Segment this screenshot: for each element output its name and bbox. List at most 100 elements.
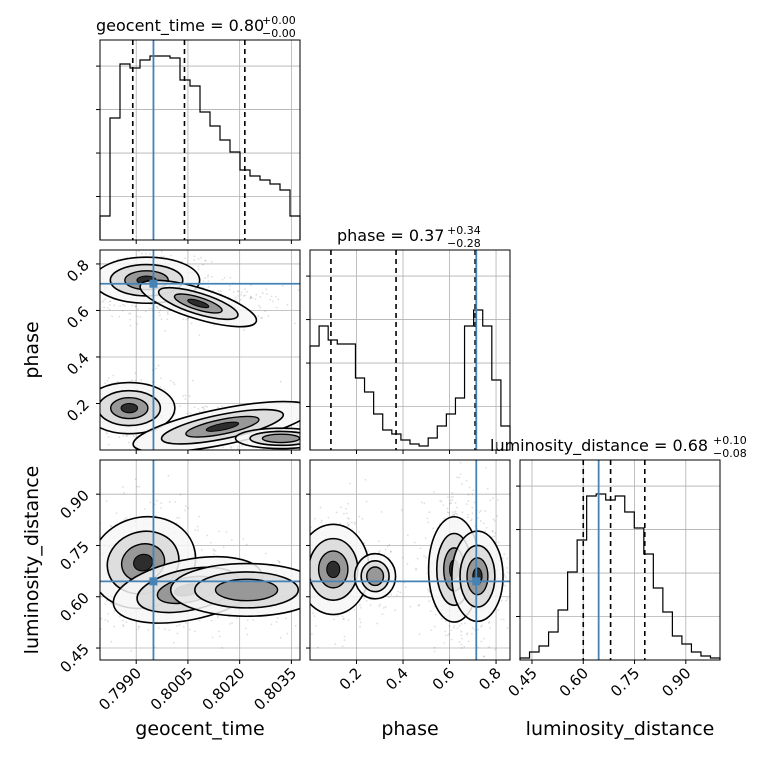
- panel-geocent-time-vs-luminosity-distance-tick-label-x: 0.8005: [147, 664, 197, 714]
- panel-phase-vs-luminosity-distance-sample-point: [335, 511, 338, 514]
- panel-geocent-time-vs-phase-sample-point: [301, 438, 303, 440]
- panel-phase-vs-luminosity-distance-sample-point: [395, 594, 398, 597]
- panel-geocent-time-vs-phase-sample-point: [292, 450, 294, 452]
- panel-phase-vs-luminosity-distance-sample-point: [488, 621, 491, 623]
- panel-geocent-time-vs-phase-sample-point: [178, 241, 180, 243]
- panel-geocent-time-vs-phase-sample-point: [281, 285, 284, 288]
- panel-phase-vs-luminosity-distance-sample-point: [303, 564, 305, 566]
- panel-phase-vs-luminosity-distance-sample-point: [306, 570, 308, 572]
- panel-geocent-time-vs-phase-sample-point: [170, 254, 172, 257]
- panel-phase-vs-luminosity-distance-sample-point: [327, 516, 330, 519]
- panel-phase-vs-luminosity-distance-sample-point: [295, 522, 297, 524]
- panel-geocent-time-vs-phase-sample-point: [198, 334, 201, 336]
- panel-phase-vs-luminosity-distance-content: [295, 460, 519, 660]
- panel-phase-vs-luminosity-distance-sample-point: [466, 516, 469, 519]
- panel-geocent-time-vs-luminosity-distance-sample-point: [218, 530, 220, 533]
- panel-geocent-time-vs-phase-sample-point: [136, 308, 139, 311]
- panel-geocent-time-vs-phase-sample-point: [90, 276, 92, 278]
- panel-phase-vs-luminosity-distance-sample-point: [466, 513, 469, 516]
- panel-geocent-time-vs-phase-sample-point: [275, 295, 277, 298]
- panel-geocent-time-vs-phase-sample-point: [140, 379, 143, 381]
- panel-geocent-time-vs-luminosity-distance-tick-label-y: 0.75: [56, 538, 92, 574]
- panel-geocent-time-vs-phase-sample-point: [108, 300, 111, 303]
- panel-geocent-time-vs-phase-sample-point: [211, 453, 213, 455]
- panel-geocent-time-vs-phase-sample-point: [168, 243, 170, 245]
- panel-phase-vs-luminosity-distance-sample-point: [503, 575, 506, 577]
- hist-luminosity-distance-tick-label-x: 0.45: [504, 664, 540, 700]
- panel-geocent-time-vs-luminosity-distance-tick-label-x: 0.8020: [199, 664, 249, 714]
- panel-geocent-time-vs-phase-sample-point: [217, 289, 220, 292]
- panel-geocent-time-vs-phase-sample-point: [159, 314, 161, 317]
- panel-phase-vs-luminosity-distance-sample-point: [485, 466, 487, 469]
- panel-geocent-time-vs-phase-sample-point: [121, 303, 124, 306]
- panel-geocent-time-vs-phase-sample-point: [307, 444, 309, 446]
- panel-phase-vs-luminosity-distance-sample-point: [461, 483, 463, 485]
- panel-phase-vs-luminosity-distance-sample-point: [443, 642, 446, 644]
- panel-phase-vs-luminosity-distance-sample-point: [450, 496, 453, 498]
- panel-geocent-time-vs-phase-sample-point: [184, 257, 186, 260]
- panel-phase-vs-luminosity-distance-sample-point: [301, 533, 303, 535]
- panel-geocent-time-vs-luminosity-distance-sample-point: [304, 585, 306, 587]
- panel-geocent-time-vs-phase-sample-point: [293, 322, 296, 325]
- panel-geocent-time-vs-phase-sample-point: [217, 454, 219, 456]
- panel-phase-vs-luminosity-distance-sample-point: [349, 482, 351, 485]
- panel-geocent-time-vs-phase-sample-point: [323, 431, 325, 433]
- panel-geocent-time-vs-phase-contour: [261, 433, 300, 444]
- panel-phase-vs-luminosity-distance-sample-point: [487, 622, 490, 624]
- panel-geocent-time-vs-phase-sample-point: [229, 285, 231, 287]
- panel-geocent-time-vs-phase-sample-point: [237, 294, 240, 297]
- panel-phase-vs-luminosity-distance-sample-point: [307, 602, 309, 604]
- panel-geocent-time-vs-phase-sample-point: [193, 255, 196, 258]
- panel-geocent-time-vs-phase-sample-point: [92, 281, 94, 283]
- panel-geocent-time-vs-phase-sample-point: [191, 379, 194, 382]
- panel-phase-vs-luminosity-distance-sample-point: [346, 521, 349, 524]
- panel-geocent-time-vs-phase-sample-point: [202, 280, 205, 282]
- panel-geocent-time-vs-luminosity-distance-sample-point: [91, 523, 93, 525]
- panel-geocent-time-vs-phase-sample-point: [300, 302, 302, 304]
- panel-geocent-time-vs-phase-sample-point: [313, 437, 315, 439]
- hist-luminosity-distance-step: [519, 493, 721, 660]
- panel-geocent-time-vs-luminosity-distance-sample-point: [149, 501, 152, 504]
- panel-geocent-time-vs-phase-sample-point: [121, 309, 124, 312]
- panel-phase-vs-luminosity-distance-sample-point: [347, 502, 350, 505]
- panel-phase-vs-luminosity-distance-sample-point: [456, 476, 459, 479]
- panel-phase-vs-luminosity-distance-sample-point: [505, 599, 508, 602]
- panel-geocent-time-vs-phase-sample-point: [90, 286, 92, 288]
- panel-geocent-time-vs-phase-sample-point: [311, 431, 313, 433]
- panel-geocent-time-vs-luminosity-distance-sample-point: [93, 569, 95, 571]
- panel-geocent-time-vs-phase-sample-point: [93, 425, 95, 427]
- panel-geocent-time-vs-phase-sample-point: [135, 305, 137, 308]
- panel-phase-vs-luminosity-distance-sample-point: [517, 587, 519, 589]
- panel-phase-vs-luminosity-distance-sample-point: [397, 590, 399, 593]
- panel-geocent-time-vs-luminosity-distance-sample-point: [82, 571, 84, 573]
- panel-phase-vs-luminosity-distance-sample-point: [466, 632, 469, 635]
- panel-phase-vs-luminosity-distance-sample-point: [432, 490, 435, 493]
- panel-phase-vs-luminosity-distance-sample-point: [440, 500, 443, 503]
- panel-geocent-time-vs-luminosity-distance-sample-point: [155, 499, 158, 502]
- panel-geocent-time-vs-luminosity-distance-sample-point: [184, 509, 186, 512]
- panel-geocent-time-vs-phase-sample-point: [198, 410, 201, 413]
- panel-phase-vs-luminosity-distance-sample-point: [425, 556, 427, 559]
- panel-phase-vs-luminosity-distance-sample-point: [463, 622, 466, 625]
- panel-geocent-time-vs-phase-sample-point: [310, 444, 312, 446]
- panel-geocent-time-vs-phase-sample-point: [185, 318, 188, 321]
- panel-geocent-time-vs-phase-tick-label-y: 0.6: [63, 303, 93, 333]
- panel-geocent-time-vs-phase-sample-point: [332, 445, 334, 447]
- panel-geocent-time-vs-phase-sample-point: [324, 437, 326, 439]
- panel-geocent-time-vs-phase-sample-point: [301, 443, 303, 445]
- panel-geocent-time-vs-phase-sample-point: [333, 434, 335, 436]
- xlabel-geocent-time: geocent_time: [135, 718, 264, 740]
- panel-geocent-time-vs-phase-sample-point: [340, 428, 342, 430]
- panel-geocent-time-vs-phase-sample-point: [237, 445, 239, 448]
- panel-geocent-time-vs-phase-sample-point: [104, 382, 107, 385]
- panel-geocent-time-vs-phase-sample-point: [255, 454, 257, 456]
- hist-phase-step: [309, 309, 511, 450]
- panel-geocent-time-vs-luminosity-distance-sample-point: [206, 534, 209, 537]
- panel-geocent-time-vs-phase-sample-point: [98, 290, 100, 292]
- panel-geocent-time-vs-phase-sample-point: [162, 255, 165, 258]
- panel-geocent-time-vs-phase-sample-point: [85, 279, 87, 281]
- panel-phase-vs-luminosity-distance-sample-point: [387, 596, 390, 598]
- panel-geocent-time-vs-luminosity-distance-sample-point: [94, 564, 96, 566]
- panel-geocent-time-vs-luminosity-distance-sample-point: [244, 627, 247, 630]
- panel-geocent-time-vs-luminosity-distance-sample-point: [77, 575, 79, 577]
